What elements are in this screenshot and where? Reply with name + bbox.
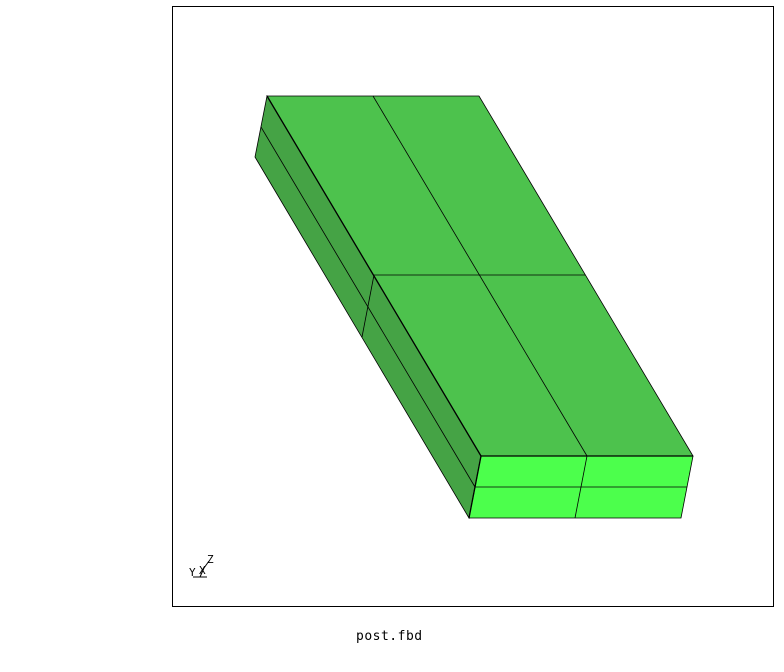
- axis-triad-icon: Y X Z: [189, 553, 214, 579]
- axis-x-label: X: [199, 564, 206, 577]
- top-mesh-line-longitudinal: [372, 95, 588, 457]
- axis-z-label: Z: [207, 553, 214, 566]
- front-mesh-line-vertical: [574, 455, 588, 519]
- edge-front-left: [468, 455, 482, 519]
- axis-y-label: Y: [189, 566, 196, 579]
- edge-top-left: [266, 95, 482, 457]
- filename-label: post.fbd: [356, 629, 423, 644]
- left-mesh-line-vertical: [361, 274, 375, 338]
